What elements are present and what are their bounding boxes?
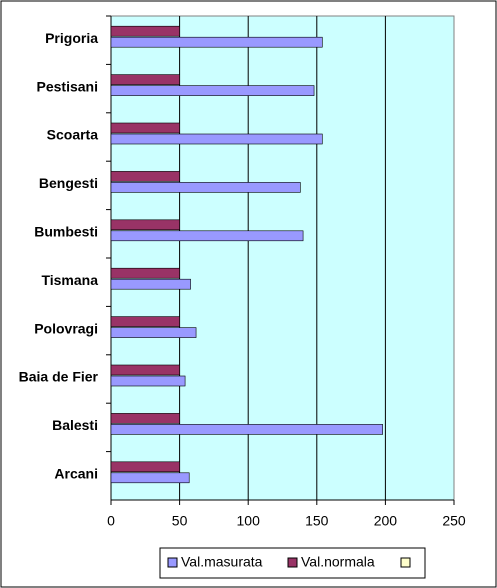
y-tick-label: Balesti [52,417,98,433]
x-tick-label: 200 [374,513,398,529]
bar [110,171,180,182]
x-tick-label: 50 [172,513,188,529]
y-tick-label: Scoarta [47,127,99,143]
x-tick-label: 150 [305,513,329,529]
y-tick-label: Tismana [41,272,98,288]
bar [110,267,180,279]
bar [110,327,197,338]
bar [110,182,301,193]
bar [110,74,180,85]
bar [110,461,180,473]
bar [110,122,180,134]
x-tick-label: 0 [107,513,115,529]
y-tick-label: Arcani [54,466,98,482]
bar [110,133,323,145]
legend-swatch-empty [400,557,411,568]
legend-label: Val.normala [301,554,375,570]
legend-swatch [287,557,298,568]
bar [110,85,315,96]
bar [110,316,180,327]
bar [110,413,180,424]
y-tick-label: Prigoria [45,30,98,46]
bar [110,424,383,435]
bar [110,375,186,387]
bar [110,278,191,290]
legend-swatch [167,557,178,568]
y-tick-label: Polovragi [34,320,98,336]
y-tick-label: Pestisani [37,78,98,94]
legend-label: Val.masurata [181,554,263,570]
x-tick-label: 250 [442,513,466,529]
bar [110,472,190,484]
bar [110,364,180,376]
x-tick-label: 100 [237,513,261,529]
bar [110,36,323,48]
bar [110,219,180,231]
bar [110,25,180,37]
y-tick-label: Bumbesti [34,224,98,240]
y-tick-label: Bengesti [39,175,98,191]
bar [110,230,304,242]
y-tick-label: Baia de Fier [19,369,99,385]
